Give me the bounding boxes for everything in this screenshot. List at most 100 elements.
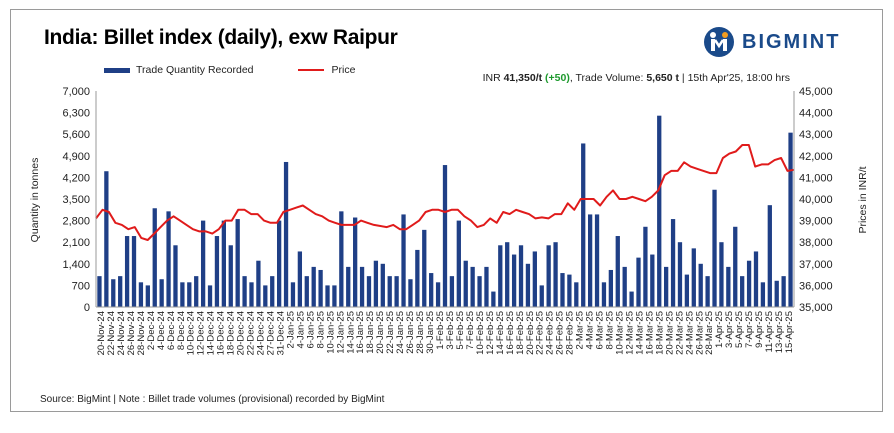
bar-quantity-13: [187, 282, 192, 307]
x-tick-39: 12-Feb-25: [485, 311, 496, 355]
legend-item-price: Price: [297, 64, 356, 76]
x-tick-66: 9-Apr-25: [754, 311, 765, 348]
bar-quantity-37: [353, 217, 358, 307]
y-tick-left-9: 6,300: [62, 108, 90, 120]
x-tick-62: 1-Apr-25: [714, 311, 725, 348]
y-tick-right-6: 41,000: [799, 172, 833, 184]
bar-quantity-25: [270, 276, 275, 307]
x-tick-56: 18-Mar-25: [654, 311, 665, 355]
y-tick-right-5: 40,000: [799, 194, 833, 206]
x-tick-40: 14-Feb-25: [495, 311, 506, 355]
bar-quantity-85: [684, 274, 690, 307]
x-tick-4: 28-Nov-24: [136, 311, 147, 355]
bar-quantity-71: [587, 214, 593, 307]
bar-quantity-10: [166, 211, 171, 307]
y-tick-left-3: 2,100: [62, 237, 90, 249]
bar-quantity-45: [408, 279, 413, 307]
bar-quantity-32: [318, 269, 323, 307]
y-tick-left-10: 7,000: [62, 86, 90, 98]
bar-quantity-95: [753, 251, 759, 307]
bar-quantity-57: [491, 291, 496, 307]
legend-label-price: Price: [331, 64, 356, 76]
x-tick-36: 5-Feb-25: [455, 311, 466, 350]
bar-quantity-64: [539, 285, 544, 307]
bar-quantity-60: [511, 254, 517, 307]
x-tick-19: 2-Jan-25: [285, 311, 296, 349]
source-note: Source: BigMint | Note : Billet trade vo…: [40, 394, 385, 405]
bar-quantity-36: [346, 266, 351, 307]
bar-quantity-20: [235, 219, 240, 307]
x-tick-7: 6-Dec-24: [166, 311, 177, 350]
x-tick-41: 16-Feb-25: [505, 311, 516, 355]
bar-quantity-9: [159, 279, 164, 307]
bar-quantity-16: [207, 285, 213, 307]
legend-item-quantity: Trade Quantity Recorded: [104, 64, 254, 76]
bar-quantity-73: [601, 282, 607, 307]
info-price: 41,350/t: [503, 72, 543, 84]
y-tick-left-0: 0: [84, 302, 90, 314]
bar-quantity-34: [332, 285, 337, 307]
bigmint-logo-icon: [704, 27, 734, 57]
y-axis-title-right: Prices in INR/t: [857, 166, 869, 233]
x-tick-1: 22-Nov-24: [106, 311, 117, 355]
bar-quantity-61: [518, 245, 524, 307]
x-tick-68: 13-Apr-25: [774, 311, 785, 353]
x-tick-32: 28-Jan-25: [415, 311, 426, 354]
x-tick-59: 24-Mar-25: [684, 311, 695, 355]
y-tick-right-9: 44,000: [799, 108, 833, 120]
x-tick-54: 14-Mar-25: [634, 311, 645, 355]
x-tick-20: 4-Jan-25: [295, 311, 306, 349]
x-tick-17: 27-Dec-24: [266, 311, 277, 355]
x-tick-37: 7-Feb-25: [465, 311, 476, 350]
y-tick-left-5: 3,500: [62, 194, 90, 206]
bar-quantity-79: [643, 226, 648, 307]
bar-quantity-48: [429, 273, 434, 307]
x-tick-47: 28-Feb-25: [565, 311, 576, 355]
brand-name: BIGMINT: [742, 30, 841, 53]
x-tick-33: 30-Jan-25: [425, 311, 436, 354]
x-tick-48: 2-Mar-25: [575, 311, 586, 350]
bar-quantity-68: [567, 274, 572, 307]
y-tick-left-1: 700: [72, 280, 90, 292]
bar-quantity-35: [339, 211, 344, 307]
bar-quantity-29: [297, 251, 303, 307]
bar-quantity-14: [194, 276, 199, 307]
bar-quantity-4: [124, 236, 130, 307]
bar-quantity-98: [774, 280, 779, 307]
bar-quantity-15: [200, 220, 206, 307]
x-tick-43: 20-Feb-25: [525, 311, 536, 355]
bar-quantity-62: [525, 263, 531, 307]
bar-quantity-18: [221, 220, 226, 307]
x-tick-34: 1-Feb-25: [435, 311, 446, 350]
y-axis-title-left: Quantity in tonnes: [29, 158, 41, 243]
bar-quantity-38: [359, 266, 365, 307]
price-line: [95, 144, 795, 241]
y-tick-right-2: 37,000: [799, 259, 833, 271]
bar-quantity-72: [594, 214, 600, 307]
x-tick-57: 20-Mar-25: [664, 311, 675, 355]
bar-quantity-81: [657, 115, 662, 307]
bar-quantity-43: [394, 276, 399, 307]
bar-quantity-94: [746, 260, 752, 307]
x-tick-3: 26-Nov-24: [126, 311, 137, 355]
x-tick-30: 24-Jan-25: [395, 311, 406, 354]
bar-quantity-67: [560, 273, 565, 307]
bar-quantity-33: [325, 285, 330, 307]
bar-quantity-70: [581, 143, 586, 307]
bar-quantity-21: [242, 276, 247, 307]
y-tick-right-7: 42,000: [799, 151, 833, 163]
y-tick-right-4: 39,000: [799, 216, 833, 228]
bar-quantity-91: [726, 266, 731, 307]
bar-quantity-19: [228, 245, 233, 307]
bar-quantity-80: [650, 254, 655, 307]
info-volume-label: , Trade Volume:: [569, 72, 647, 84]
bar-quantity-28: [290, 282, 296, 307]
bar-quantity-22: [249, 282, 254, 307]
bar-quantity-63: [532, 251, 537, 307]
bar-quantity-86: [691, 248, 696, 307]
bar-quantity-52: [456, 220, 461, 307]
y-tick-left-7: 4,900: [62, 151, 90, 163]
x-tick-16: 24-Dec-24: [256, 311, 267, 355]
bar-quantity-92: [733, 226, 738, 307]
